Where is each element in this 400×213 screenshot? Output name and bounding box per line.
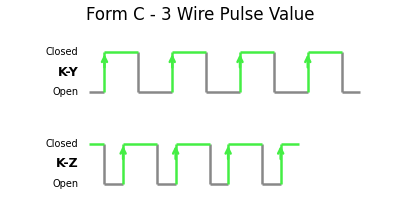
Text: Closed: Closed: [46, 47, 78, 57]
Text: Open: Open: [52, 179, 78, 189]
Text: K-Y: K-Y: [58, 66, 78, 79]
Text: Open: Open: [52, 87, 78, 97]
Text: Form C - 3 Wire Pulse Value: Form C - 3 Wire Pulse Value: [86, 6, 314, 24]
Text: K-Z: K-Z: [56, 157, 78, 170]
Text: Closed: Closed: [46, 139, 78, 149]
